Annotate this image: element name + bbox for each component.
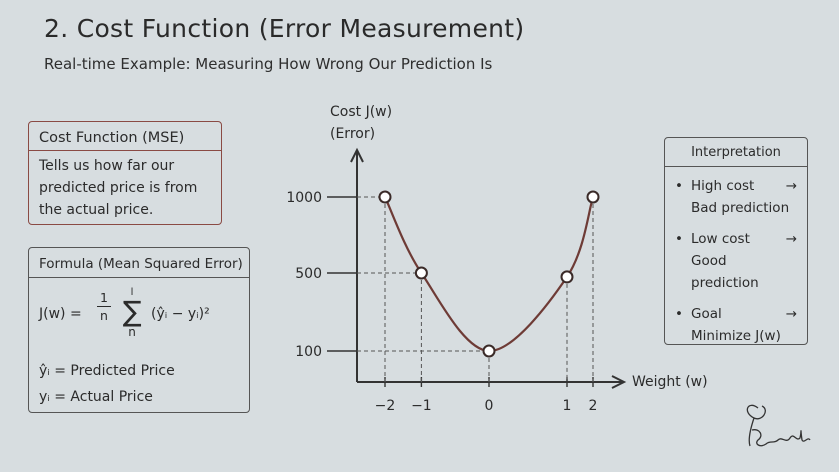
page-subtitle: Real-time Example: Measuring How Wrong O… (44, 55, 493, 73)
data-point (482, 344, 496, 358)
interp-meaning: Minimize J(w) (691, 328, 781, 344)
interp-item-high-cost: • High cost → Bad prediction (675, 175, 797, 219)
formula-rhs: (ŷᵢ − yᵢ)² (151, 306, 210, 322)
fraction-numerator: 1 (100, 290, 108, 305)
mse-formula: J(w) = 1 n l ∑ n (ŷᵢ − yᵢ)² (39, 278, 239, 356)
interp-item-low-cost: • Low cost → Good prediction (675, 228, 797, 294)
y-axis-label-unit: (Error) (330, 126, 375, 142)
actual-definition: yᵢ = Actual Price (39, 389, 153, 405)
arrow-right-icon: → (785, 178, 797, 194)
interp-meaning: Good prediction (691, 253, 759, 291)
data-point (378, 190, 392, 204)
definition-line: predicted price is from (39, 180, 198, 196)
formula-heading: Formula (Mean Squared Error) (29, 256, 249, 278)
x-tick-label: 0 (485, 398, 494, 414)
fraction-denominator: n (100, 308, 108, 323)
interp-term: Goal (691, 306, 722, 322)
page-title: 2. Cost Function (Error Measurement) (44, 14, 525, 43)
bullet-icon: • (675, 231, 683, 247)
formula-lhs: J(w) = (39, 306, 82, 322)
definition-box: Cost Function (MSE) Tells us how far our… (28, 121, 222, 225)
sum-lower-limit: n (128, 325, 136, 339)
formula-box: Formula (Mean Squared Error) J(w) = 1 n … (28, 247, 250, 413)
definition-heading: Cost Function (MSE) (29, 130, 221, 151)
data-point (414, 266, 428, 280)
x-tick-label: −1 (411, 398, 432, 414)
interp-item-goal: • Goal → Minimize J(w) (675, 303, 797, 347)
y-tick-label: 1000 (286, 190, 322, 206)
bullet-icon: • (675, 178, 683, 194)
definition-line: the actual price. (39, 202, 154, 218)
x-axis-arrow-icon (611, 375, 627, 389)
x-axis-label: Weight (w) (632, 374, 708, 390)
summation: l ∑ n (119, 287, 145, 339)
data-point (586, 190, 600, 204)
arrow-right-icon: → (785, 231, 797, 247)
arrow-right-icon: → (785, 306, 797, 322)
interpretation-heading: Interpretation (665, 145, 807, 167)
interpretation-box: Interpretation • High cost → Bad predict… (664, 137, 808, 345)
sigma-symbol: ∑ (122, 295, 142, 328)
y-axis-arrow-icon (350, 147, 364, 163)
x-tick-label: 2 (589, 398, 598, 414)
x-tick-label: −2 (375, 398, 396, 414)
definition-line: Tells us how far our (39, 158, 175, 174)
predicted-definition: ŷᵢ = Predicted Price (39, 363, 175, 379)
interp-term: Low cost (691, 231, 750, 247)
x-tick-label: 1 (563, 398, 572, 414)
y-tick-label: 500 (295, 266, 322, 282)
bullet-icon: • (675, 306, 683, 322)
sum-upper-limit: l (130, 287, 134, 298)
y-axis-label: Cost J(w) (330, 104, 392, 120)
formula-fraction: 1 n (97, 290, 111, 323)
signature-logo (746, 404, 811, 447)
y-tick-label: 100 (295, 344, 322, 360)
interp-term: High cost (691, 178, 755, 194)
interp-meaning: Bad prediction (691, 200, 790, 216)
data-point (560, 270, 574, 284)
